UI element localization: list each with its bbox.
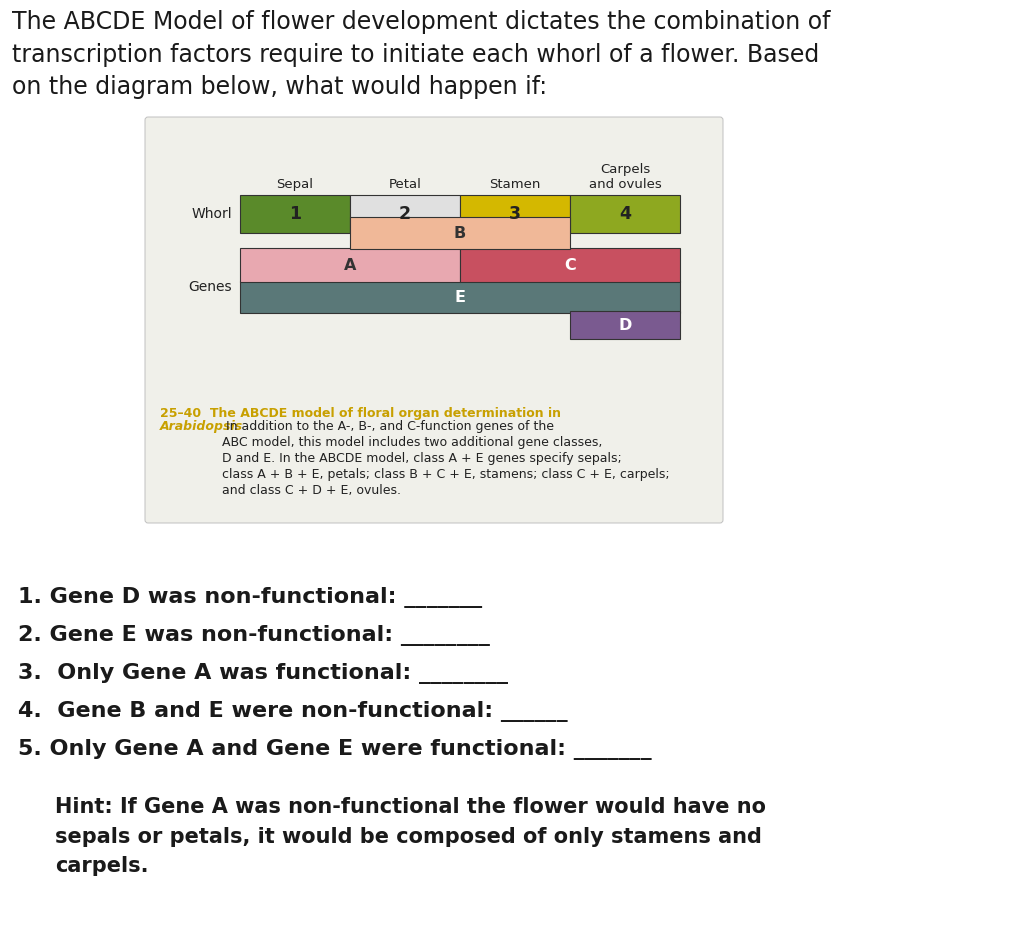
- Bar: [570, 195, 680, 233]
- Bar: [570, 311, 680, 339]
- FancyBboxPatch shape: [145, 117, 723, 523]
- Text: Whorl: Whorl: [191, 207, 232, 221]
- Text: 25–40  The ABCDE model of floral organ determination in: 25–40 The ABCDE model of floral organ de…: [160, 407, 561, 420]
- Text: 3: 3: [509, 205, 521, 223]
- Text: Genes: Genes: [188, 280, 232, 294]
- Text: 4.  Gene B and E were non-functional: ______: 4. Gene B and E were non-functional: ___…: [18, 701, 567, 722]
- Text: 1: 1: [289, 205, 301, 223]
- Text: Stamen: Stamen: [489, 178, 541, 191]
- Text: Hint: If Gene A was non-functional the flower would have no
sepals or petals, it: Hint: If Gene A was non-functional the f…: [55, 797, 766, 876]
- Text: 3.  Only Gene A was functional: ________: 3. Only Gene A was functional: ________: [18, 663, 508, 684]
- Text: E: E: [455, 289, 466, 304]
- Bar: [350, 217, 570, 249]
- Text: C: C: [564, 257, 575, 272]
- Text: Sepal: Sepal: [276, 178, 313, 191]
- Text: The ABCDE Model of flower development dictates the combination of
transcription : The ABCDE Model of flower development di…: [12, 10, 830, 99]
- Bar: [240, 248, 460, 282]
- Text: 5. Only Gene A and Gene E were functional: _______: 5. Only Gene A and Gene E were functiona…: [18, 739, 651, 760]
- Text: Carpels
and ovules: Carpels and ovules: [589, 164, 662, 191]
- Text: 1. Gene D was non-functional: _______: 1. Gene D was non-functional: _______: [18, 587, 482, 608]
- Bar: [240, 281, 680, 313]
- Bar: [240, 195, 350, 233]
- Text: 2: 2: [399, 205, 411, 223]
- Bar: [460, 248, 680, 282]
- Text: Petal: Petal: [388, 178, 422, 191]
- Bar: [460, 195, 570, 233]
- Text: Arabidopsis: Arabidopsis: [160, 420, 244, 433]
- Bar: [350, 195, 460, 233]
- Text: B: B: [454, 225, 466, 240]
- Text: A: A: [344, 257, 356, 272]
- Text: In addition to the A-, B-, and C-function genes of the
ABC model, this model inc: In addition to the A-, B-, and C-functio…: [222, 420, 670, 497]
- Text: 2. Gene E was non-functional: ________: 2. Gene E was non-functional: ________: [18, 625, 489, 646]
- Text: 4: 4: [618, 205, 631, 223]
- Text: D: D: [618, 317, 632, 333]
